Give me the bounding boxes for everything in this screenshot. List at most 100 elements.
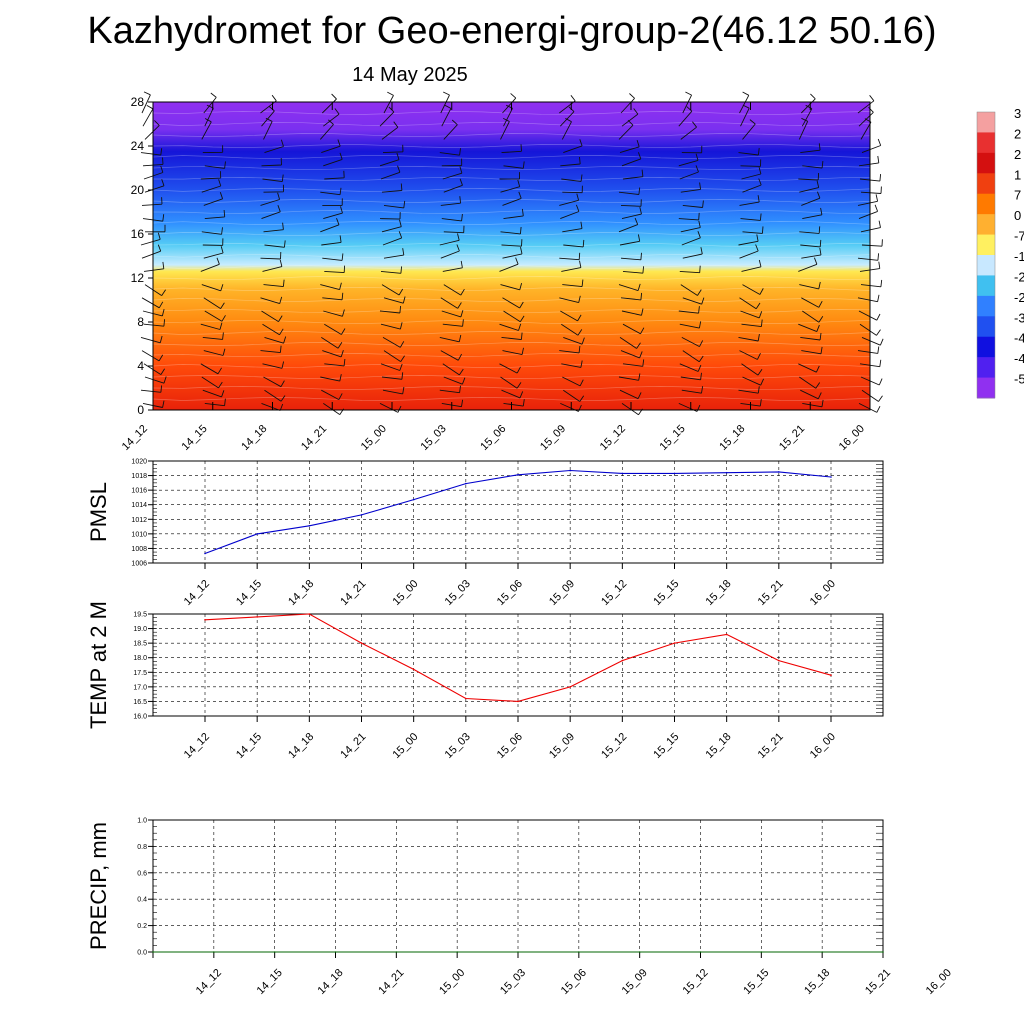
wind-barb (379, 152, 400, 167)
wind-barb (679, 321, 702, 329)
y-tick-label: 18.0 (133, 655, 147, 662)
wind-barb (799, 226, 821, 234)
heatmap-y-tick-label: 0 (137, 403, 144, 417)
wind-barb (801, 191, 821, 206)
wind-barb (502, 297, 524, 309)
wind-barb (620, 292, 643, 301)
wind-barb (619, 234, 641, 246)
heatmap-isoline (152, 155, 871, 159)
wind-barb (742, 284, 764, 295)
wind-barb (502, 93, 517, 114)
heatmap-x-tick-label: 15_15 (658, 423, 688, 453)
wind-barb (261, 157, 282, 167)
wind-barb (323, 309, 345, 317)
data-point (578, 951, 580, 953)
colorbar-swatch (977, 255, 995, 276)
y-axis-label: PRECIP, mm (86, 822, 111, 950)
heatmap-y-tick-label: 28 (131, 95, 145, 109)
wind-barb (858, 402, 881, 413)
x-tick-label: 15_15 (741, 967, 771, 997)
wind-barb (680, 284, 702, 296)
data-point (256, 616, 259, 618)
wind-barb (442, 166, 463, 180)
data-point (412, 668, 415, 671)
wind-barb (800, 93, 816, 114)
colorbar-swatch (977, 234, 995, 256)
wind-barb (439, 233, 460, 246)
heatmap-isoline (152, 309, 871, 313)
wind-barb (503, 208, 524, 220)
heatmap-x-tick-label: 15_03 (419, 423, 449, 453)
heatmap-x-tick-label: 15_00 (359, 423, 389, 453)
data-point (308, 613, 311, 615)
colorbar-label: -2 (1014, 290, 1024, 305)
data-point (517, 474, 519, 476)
wind-barb (620, 93, 635, 114)
wind-barb (799, 281, 821, 290)
wind-barb (680, 372, 702, 381)
wind-barb (678, 306, 700, 314)
plot-frame (152, 460, 884, 564)
wind-barb (203, 92, 217, 114)
heatmap-isoline (152, 210, 871, 214)
wind-barb (381, 284, 404, 296)
wind-barb (500, 226, 522, 235)
colorbar-label: -1 (1014, 249, 1024, 264)
wind-barb (202, 332, 224, 340)
wind-barb (443, 119, 458, 140)
colorbar-swatch (977, 377, 995, 399)
x-tick-label: 15_09 (547, 731, 577, 761)
data-point (517, 951, 519, 953)
heatmap-x-tick-label: 15_09 (538, 423, 568, 453)
wind-barb (200, 171, 222, 180)
wind-barb (740, 310, 763, 319)
wind-barb (618, 283, 641, 292)
colorbar-swatch (977, 214, 995, 236)
wind-barb (200, 257, 220, 272)
wind-barb (561, 360, 583, 368)
wind-barb (262, 174, 284, 183)
wind-barb (499, 323, 522, 331)
wind-barb (681, 386, 704, 394)
data-point (778, 471, 780, 473)
data-point (882, 951, 884, 953)
y-tick-label: 16.5 (133, 699, 147, 706)
heatmap-y-tick-label: 20 (131, 183, 145, 197)
data-point (821, 951, 823, 953)
wind-barb (620, 199, 642, 207)
wind-barb (620, 350, 643, 359)
wind-barb (440, 350, 462, 361)
wind-barb (321, 139, 341, 154)
wind-barb (380, 363, 403, 371)
wind-barb (324, 265, 346, 274)
wind-barb (201, 284, 224, 292)
wind-barb (141, 297, 164, 309)
wind-barb (322, 292, 344, 301)
x-tick-label: 14_15 (255, 967, 285, 997)
heatmap-isoline (152, 320, 871, 324)
heatmap-x-tick-label: 14_21 (299, 423, 329, 453)
data-point (412, 498, 415, 501)
wind-barb (559, 295, 581, 304)
wind-barb (319, 119, 334, 140)
wind-barb (741, 319, 763, 328)
wind-barb (680, 182, 702, 193)
wind-barb (502, 191, 522, 206)
wind-barb (622, 323, 645, 335)
wind-barb (502, 247, 523, 259)
data-point (621, 472, 624, 475)
data-point (778, 659, 780, 662)
wind-barb (559, 345, 581, 354)
wind-barb (679, 363, 702, 372)
wind-barb (501, 332, 523, 341)
data-point (213, 951, 215, 953)
data-point (638, 951, 641, 953)
wind-barb (622, 169, 644, 180)
wind-barb (739, 244, 759, 259)
wind-barb (621, 207, 642, 220)
wind-barb (144, 120, 160, 140)
wind-barb (740, 159, 762, 167)
wind-barb (140, 232, 161, 246)
wind-barb (263, 117, 273, 140)
y-tick-label: 1018 (131, 473, 147, 480)
